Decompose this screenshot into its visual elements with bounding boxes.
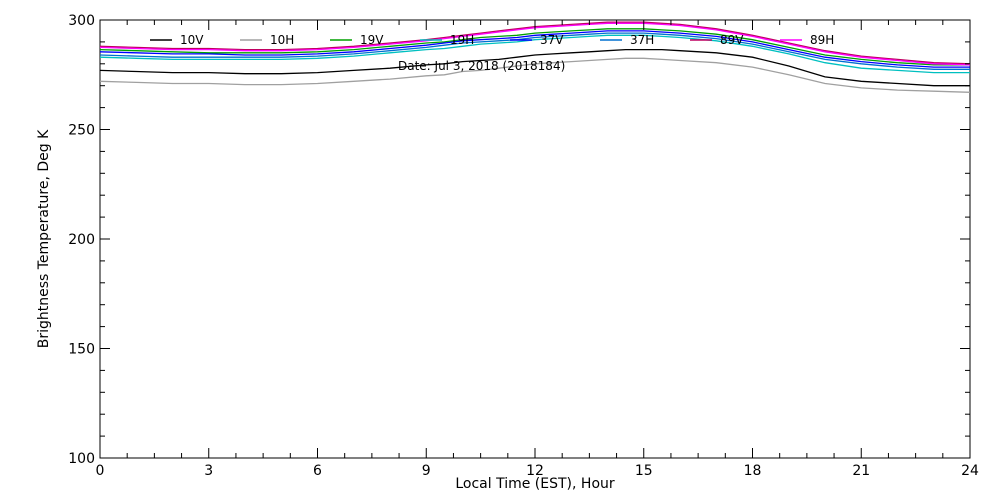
series-lines — [99, 21, 971, 93]
series-line-19v — [99, 28, 970, 66]
x-tick-label: 18 — [744, 463, 762, 479]
chart-annotation: Date: Jul 3, 2018 (2018184) — [398, 59, 565, 73]
x-tick-label: 3 — [204, 463, 213, 479]
legend-label-19v: 19V — [360, 33, 384, 47]
series-line-89v — [99, 21, 971, 65]
legend-label-19h: 19H — [450, 33, 474, 47]
x-tick-label: 21 — [852, 463, 870, 479]
legend-label-89h: 89H — [810, 33, 834, 47]
y-tick-label: 200 — [68, 232, 95, 248]
y-tick-label: 150 — [68, 342, 95, 358]
x-tick-label: 12 — [526, 463, 544, 479]
series-line-37v — [99, 30, 970, 68]
legend-label-37v: 37V — [540, 33, 564, 47]
x-tick-label: 9 — [422, 463, 431, 479]
legend-label-10v: 10V — [180, 33, 204, 47]
y-tick-label: 250 — [68, 123, 95, 139]
x-tick-label: 6 — [313, 463, 322, 479]
series-line-10h — [99, 57, 971, 93]
legend-label-37h: 37H — [630, 33, 654, 47]
legend-label-89v: 89V — [720, 33, 744, 47]
axis-ticks: 0 3 6 9 12 15 18 21 24 100 150 200 250 300 — [68, 13, 979, 479]
x-tick-label: 0 — [96, 463, 105, 479]
legend: 10V 10H 19V 19H 37V 37H 89V 89H — [150, 33, 834, 47]
series-line-37h — [99, 32, 970, 70]
x-tick-label: 15 — [635, 463, 653, 479]
series-line-19h — [99, 34, 970, 74]
x-tick-label: 24 — [961, 463, 979, 479]
y-tick-label: 300 — [68, 13, 95, 29]
y-tick-label: 100 — [68, 451, 95, 467]
series-line-89h — [99, 22, 971, 66]
series-line-10v — [99, 48, 970, 87]
x-axis-label: Local Time (EST), Hour — [455, 476, 615, 492]
legend-label-10h: 10H — [270, 33, 294, 47]
y-axis-label: Brightness Temperature, Deg K — [36, 129, 52, 348]
